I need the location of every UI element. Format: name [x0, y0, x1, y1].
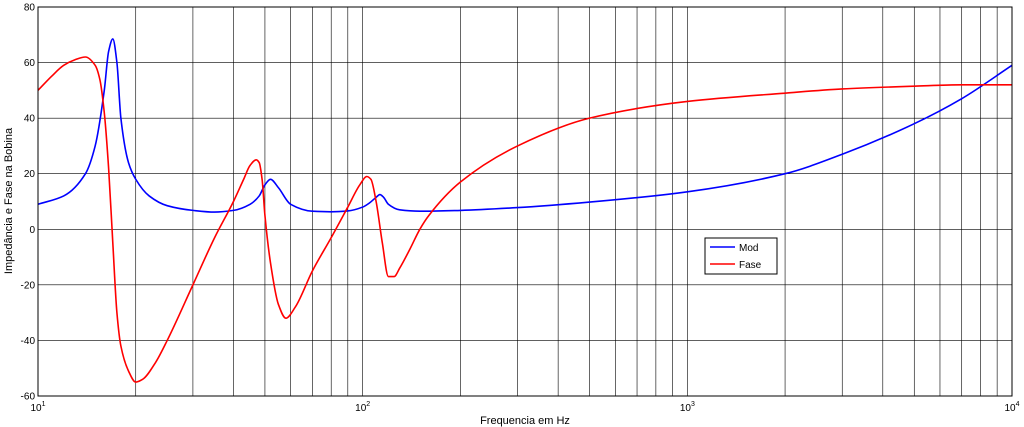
y-tick-labels: -60 -40 -20 0 20 40 60 80	[21, 3, 36, 403]
y-tick-label: 20	[24, 169, 36, 180]
legend: Mod Fase	[704, 237, 778, 275]
x-axis-label: Frequencia em Hz	[480, 415, 570, 427]
y-tick-label: -40	[21, 336, 36, 347]
legend-box	[704, 237, 778, 275]
plot-frame	[37, 6, 1013, 397]
y-tick-label: 40	[24, 114, 36, 125]
series-line-mod	[37, 38, 1013, 213]
plot-area	[38, 7, 1012, 396]
x-tick-label: 104	[1004, 401, 1019, 414]
y-tick-label: -60	[21, 392, 36, 403]
x-tick-label: 101	[30, 401, 45, 414]
y-tick-label: 60	[24, 58, 36, 69]
x-tick-labels: 101 102 103 104	[30, 401, 1019, 414]
legend-label-fase: Fase	[739, 260, 762, 271]
y-tick-label: 0	[29, 225, 35, 236]
series-line-fase	[37, 56, 1012, 383]
y-tick-label: -20	[21, 280, 36, 291]
y-axis-label: Impedância e Fase na Bobina	[3, 127, 15, 274]
x-tick-label: 102	[355, 401, 370, 414]
y-tick-label: 80	[24, 3, 36, 14]
x-tick-label: 103	[680, 401, 695, 414]
legend-label-mod: Mod	[739, 243, 758, 254]
series-layer	[37, 38, 1013, 383]
